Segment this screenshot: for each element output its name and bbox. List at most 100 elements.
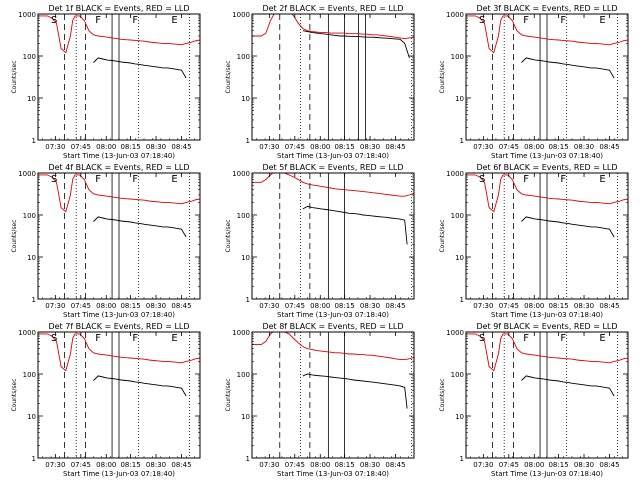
y-tick-label: 10 [455, 254, 464, 262]
phase-marker-label: E [171, 15, 177, 26]
reference-lines [492, 332, 618, 458]
chart-panel-8: Det 8f BLACK = Events, RED = LLD 1 10 100 10… [225, 322, 415, 478]
events-series-line [93, 57, 187, 79]
phase-marker-label: F [560, 15, 566, 26]
chart-title: Det 4f BLACK = Events, RED = LLD [48, 163, 189, 172]
x-tick-label: 07:45 [499, 302, 519, 310]
x-tick-label: 08:30 [574, 302, 594, 310]
reference-lines [279, 332, 413, 458]
x-tick-label: 07:45 [499, 461, 519, 469]
x-tick-label: 08:45 [171, 302, 191, 310]
x-tick-label: 08:45 [385, 461, 405, 469]
x-tick-label: 08:15 [334, 461, 354, 469]
y-tick-label: 10 [27, 95, 36, 103]
plot-frame [37, 13, 201, 141]
x-tick-label: 07:45 [285, 302, 305, 310]
series-group [252, 332, 414, 409]
x-tick-label: 07:30 [259, 302, 279, 310]
x-tick-label: 08:45 [385, 302, 405, 310]
events-series-line [521, 375, 615, 397]
x-tick-label: 08:15 [548, 461, 568, 469]
x-axis-label: Start Time (13-Jun-03 07:18:40) [277, 152, 389, 160]
x-tick-label: 08:00 [96, 302, 116, 310]
y-tick-label: 1 [32, 137, 36, 145]
y-axis-label: Counts/sec [225, 378, 232, 411]
x-tick-label: 08:30 [574, 143, 594, 151]
phase-marker-label: S [479, 174, 485, 185]
y-tick-label: 10 [27, 413, 36, 421]
x-tick-label: 08:30 [360, 302, 380, 310]
x-tick-label: 07:45 [499, 143, 519, 151]
reference-lines [64, 332, 190, 458]
x-tick-label: 07:30 [473, 461, 493, 469]
series-group [466, 174, 628, 238]
series-group [466, 333, 628, 397]
lld-series-line [466, 333, 628, 372]
y-tick-label: 10 [455, 95, 464, 103]
phase-marker-label: F [523, 15, 529, 26]
series-group [252, 14, 414, 59]
x-tick-label: 07:30 [259, 143, 279, 151]
y-tick-label: 1000 [18, 170, 36, 178]
x-tick-label: 08:30 [146, 461, 166, 469]
x-tick-label: 07:30 [259, 461, 279, 469]
events-series-line [302, 30, 410, 59]
phase-marker-label: F [132, 333, 138, 344]
events-series-line [93, 216, 187, 238]
chart-title: Det 8f BLACK = Events, RED = LLD [262, 322, 403, 331]
y-tick-label: 100 [451, 212, 464, 220]
x-tick-label: 08:45 [385, 143, 405, 151]
chart-panel-9: Det 9f BLACK = Events, RED = LLD 1 10 100 10… [439, 322, 629, 478]
lld-series-line [252, 14, 414, 40]
y-tick-label: 1000 [18, 11, 36, 19]
x-tick-label: 07:45 [285, 461, 305, 469]
y-tick-label: 100 [451, 371, 464, 379]
x-tick-label: 07:30 [45, 461, 65, 469]
x-tick-label: 07:30 [45, 302, 65, 310]
y-tick-label: 1 [32, 455, 36, 463]
y-tick-label: 10 [27, 254, 36, 262]
lld-series-line [466, 15, 628, 54]
y-tick-label: 10 [455, 413, 464, 421]
reference-lines [64, 173, 190, 299]
x-tick-label: 08:30 [360, 461, 380, 469]
x-tick-label: 08:15 [120, 461, 140, 469]
series-group [38, 15, 200, 79]
chart-panel-6: Det 6f BLACK = Events, RED = LLD 1 10 100 10… [439, 163, 629, 319]
y-tick-label: 1000 [232, 329, 250, 337]
y-tick-label: 1000 [446, 329, 464, 337]
x-axis-label: Start Time (13-Jun-03 07:18:40) [63, 470, 175, 478]
x-tick-label: 07:45 [71, 302, 91, 310]
plot-frame [251, 13, 415, 141]
events-series-line [93, 375, 187, 397]
chart-title: Det 5f BLACK = Events, RED = LLD [262, 163, 403, 172]
phase-marker-label: F [523, 174, 529, 185]
x-tick-label: 08:00 [524, 461, 544, 469]
x-tick-label: 08:45 [599, 461, 619, 469]
plot-frame [251, 331, 415, 459]
reference-lines [492, 14, 618, 140]
series-group [466, 15, 628, 79]
lld-series-line [252, 332, 414, 361]
x-tick-label: 08:15 [548, 143, 568, 151]
x-tick-label: 08:00 [96, 461, 116, 469]
y-tick-label: 100 [451, 53, 464, 61]
events-series-line [302, 205, 408, 245]
y-axis-label: Counts/sec [11, 219, 18, 252]
plot-frame [465, 172, 629, 300]
y-tick-label: 100 [23, 212, 36, 220]
reference-lines [279, 14, 413, 140]
x-tick-label: 08:15 [120, 302, 140, 310]
x-axis-label: Start Time (13-Jun-03 07:18:40) [277, 311, 389, 319]
events-series-line [521, 216, 615, 238]
x-tick-label: 08:15 [548, 302, 568, 310]
reference-lines [492, 173, 618, 299]
phase-marker-label: E [599, 174, 605, 185]
plot-frame [37, 331, 201, 459]
plot-frame [37, 172, 201, 300]
y-tick-label: 10 [241, 95, 250, 103]
x-tick-label: 08:45 [599, 143, 619, 151]
y-axis-label: Counts/sec [225, 219, 232, 252]
y-tick-label: 1 [460, 296, 464, 304]
